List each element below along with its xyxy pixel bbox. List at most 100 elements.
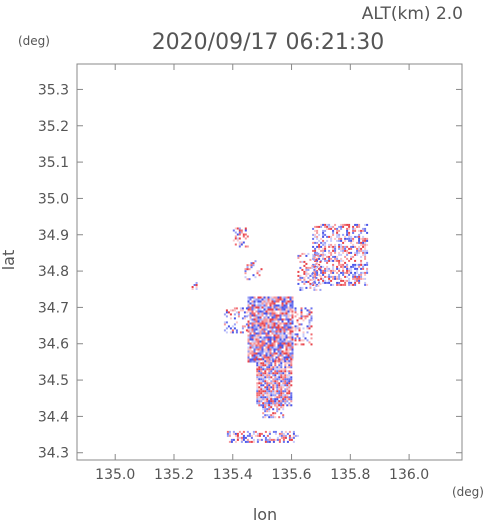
data-cell [261,350,264,353]
data-cell [272,378,275,381]
data-cell [263,324,266,327]
data-cell [314,283,317,286]
data-cell [278,432,281,435]
data-cell [257,352,260,355]
data-cell [269,296,272,299]
data-cell [263,330,266,333]
data-cell [244,233,247,236]
data-cell [344,235,347,238]
data-cell [251,334,254,337]
data-cell [306,327,309,330]
data-cell [330,253,333,256]
data-cell [286,396,289,399]
data-cell [289,332,292,335]
data-cell [228,434,231,437]
data-cell [248,432,251,435]
data-cell [242,436,245,439]
data-cell [282,374,285,377]
data-cell [314,263,317,266]
data-cell [260,400,263,403]
data-cell [280,404,283,407]
data-cell [350,237,353,240]
data-cell [255,324,258,327]
data-cell [354,235,357,238]
data-cell [250,440,253,443]
data-cell [270,370,273,373]
data-cell [263,338,266,341]
data-cell [268,388,271,391]
data-cell [276,408,279,411]
data-cell [336,283,339,286]
data-cell [269,310,272,313]
data-cell [282,438,285,441]
data-cell [346,271,349,274]
data-cell [356,251,359,254]
data-cell [358,249,361,252]
data-cell [289,348,292,351]
data-cell [304,315,307,318]
data-cell [257,302,260,305]
data-cell [338,225,341,228]
data-cell [291,346,294,349]
data-cell [352,255,355,258]
data-cell [259,320,262,323]
data-cell [250,262,253,265]
data-cell [276,360,279,363]
data-cell [276,382,279,385]
data-cell [358,239,361,242]
data-cell [305,266,308,269]
data-cell [366,249,369,252]
data-cell [272,408,275,411]
data-cell [322,239,325,242]
data-cell [291,312,294,315]
data-cell [258,360,261,363]
data-cell [245,323,248,326]
data-cell [285,350,288,353]
data-cell [348,269,351,272]
data-cell [270,368,273,371]
data-cell [277,326,280,329]
data-cell [287,324,290,327]
data-cell [279,296,282,299]
data-cell [239,331,242,334]
data-cell [247,346,250,349]
data-cell [255,344,258,347]
data-cell [263,340,266,343]
data-cell [260,386,263,389]
data-cell [268,374,271,377]
data-cell [278,394,281,397]
data-cell [266,400,269,403]
data-cell [296,335,299,338]
data-cell [281,340,284,343]
data-cell [348,279,351,282]
data-cell [334,223,337,226]
data-cell [338,233,341,236]
data-cell [291,334,294,337]
data-cell [259,350,262,353]
data-cell [263,320,266,323]
data-cell [358,223,361,226]
data-cell [263,332,266,335]
data-cell [264,382,267,385]
data-cell [191,286,194,288]
data-cell [256,438,259,441]
data-cell [265,338,268,341]
data-cell [283,358,286,361]
data-cell [267,340,270,343]
data-cell [270,400,273,403]
data-cell [284,430,287,433]
data-cell [257,356,260,359]
data-cell [191,288,194,290]
data-cell [247,298,250,301]
data-cell [352,231,355,234]
data-cell [310,325,313,328]
data-cell [226,430,229,433]
data-cell [282,414,285,417]
data-cell [255,342,258,345]
data-cell [238,436,241,439]
data-cell [309,274,312,277]
data-cell [273,322,276,325]
data-cell [251,318,254,321]
data-cell [263,302,266,305]
data-cell [262,392,265,395]
